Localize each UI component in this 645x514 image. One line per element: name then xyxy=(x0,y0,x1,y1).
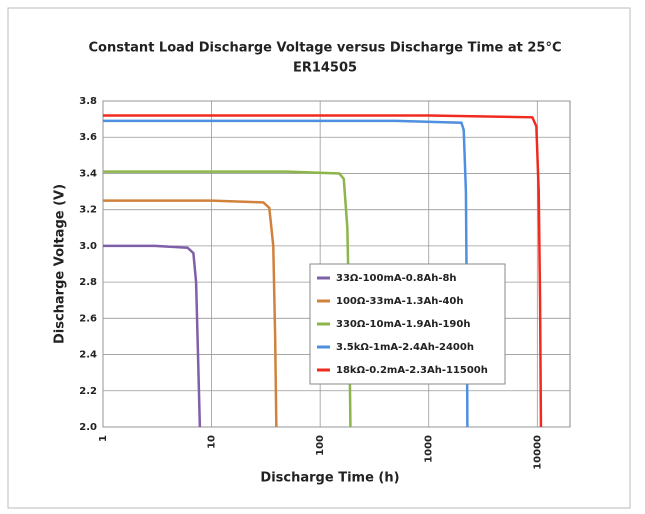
y-tick-label: 3.0 xyxy=(79,241,97,252)
y-tick-label: 2.6 xyxy=(79,313,97,324)
x-tick-label: 100 xyxy=(315,435,326,456)
chart-title: Constant Load Discharge Voltage versus D… xyxy=(88,41,561,56)
y-tick-label: 2.2 xyxy=(79,386,97,397)
legend-label: 330Ω-10mA-1.9Ah-190h xyxy=(336,319,470,330)
legend-label: 18kΩ-0.2mA-2.3Ah-11500h xyxy=(336,365,488,376)
y-tick-label: 3.4 xyxy=(79,168,97,179)
y-tick-label: 2.8 xyxy=(79,277,97,288)
y-tick-label: 3.2 xyxy=(79,205,97,216)
y-axis-label: Discharge Voltage (V) xyxy=(53,184,68,344)
data-line xyxy=(103,199,278,428)
x-tick-label: 10000 xyxy=(532,435,543,470)
x-tick-label: 10 xyxy=(207,435,218,449)
x-tick-label: 1 xyxy=(98,435,109,442)
y-tick-label: 2.0 xyxy=(79,422,97,433)
y-tick-label: 3.8 xyxy=(79,96,97,107)
x-tick-label: 1000 xyxy=(424,435,435,463)
legend-box xyxy=(309,263,506,385)
legend-label: 33Ω-100mA-0.8Ah-8h xyxy=(336,273,457,284)
data-line xyxy=(103,244,202,428)
data-line xyxy=(103,114,543,428)
x-axis-label: Discharge Time (h) xyxy=(260,471,399,486)
legend-label: 100Ω-33mA-1.3Ah-40h xyxy=(336,296,464,307)
legend-label: 3.5kΩ-1mA-2.4Ah-2400h xyxy=(336,342,474,353)
y-tick-label: 3.6 xyxy=(79,132,97,143)
chart-subtitle: ER14505 xyxy=(293,61,357,76)
y-tick-label: 2.4 xyxy=(79,350,97,361)
